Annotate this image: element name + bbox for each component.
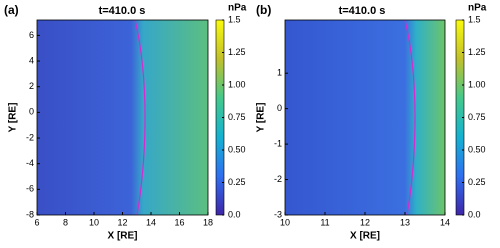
colorbar-tick-label: 1.00 [468, 79, 486, 89]
colorbar-tick-label: 0.50 [228, 144, 246, 154]
y-tick-label: 1 [277, 68, 282, 78]
y-tick-label: 6 [29, 30, 34, 40]
y-tick-label: 2 [29, 81, 34, 91]
boundary [404, 19, 416, 216]
colorbar-label: nPa [228, 3, 247, 14]
x-tick-label: 11 [320, 217, 329, 227]
y-tick-label: 0 [277, 103, 282, 113]
colorbar-tick-label: 0.0 [228, 209, 241, 219]
panel-label: (b) [256, 3, 271, 17]
y-tick-label: 4 [29, 55, 34, 65]
y-axis-label: Y [RE] [256, 103, 267, 133]
x-tick-label: 10 [280, 217, 290, 227]
colorbar-tick-label: 1.25 [468, 47, 486, 57]
x-tick-label: 8 [63, 217, 68, 227]
colorbar-tick-label: 0.0 [468, 209, 481, 219]
y-tick-label: -3 [274, 209, 282, 219]
y-tick-label: -2 [26, 132, 34, 142]
colorbar-tick-label: 1.5 [228, 14, 241, 24]
field [37, 20, 208, 215]
x-tick-label: 18 [203, 217, 213, 227]
y-tick-label: 0 [29, 107, 34, 117]
x-tick-label: 12 [117, 217, 127, 227]
x-axis-label: X [RE] [350, 231, 380, 242]
chart-title: t=410.0 s [99, 5, 146, 17]
colorbar-tick-label: 0.25 [468, 177, 486, 187]
colorbar-tick-label: 1.25 [228, 47, 246, 57]
colorbar-tick-label: 0.75 [468, 112, 486, 122]
x-tick-label: 10 [89, 217, 99, 227]
x-tick-label: 6 [34, 217, 39, 227]
field [285, 20, 445, 215]
x-tick-label: 16 [174, 217, 184, 227]
colorbar-tick-label: 0.75 [228, 112, 246, 122]
y-tick-label: -8 [26, 209, 34, 219]
y-axis-label: Y [RE] [8, 103, 19, 133]
y-tick-label: -1 [274, 138, 282, 148]
boundary [134, 19, 146, 216]
y-tick-label: -2 [274, 174, 282, 184]
x-axis-label: X [RE] [108, 231, 138, 242]
y-tick-label: -6 [26, 184, 34, 194]
x-tick-label: 14 [146, 217, 156, 227]
colorbar-tick-label: 1.5 [468, 14, 481, 24]
colorbar-tick-label: 1.00 [228, 79, 246, 89]
chart-title: t=410.0 s [339, 5, 386, 17]
colorbar-label: nPa [468, 3, 487, 14]
x-tick-label: 14 [440, 217, 450, 227]
colorbar-tick-label: 0.25 [228, 177, 246, 187]
y-tick-label: -4 [26, 158, 34, 168]
x-tick-label: 13 [400, 217, 410, 227]
panel-label: (a) [4, 3, 19, 17]
x-tick-label: 12 [360, 217, 370, 227]
colorbar-tick-label: 0.50 [468, 144, 486, 154]
